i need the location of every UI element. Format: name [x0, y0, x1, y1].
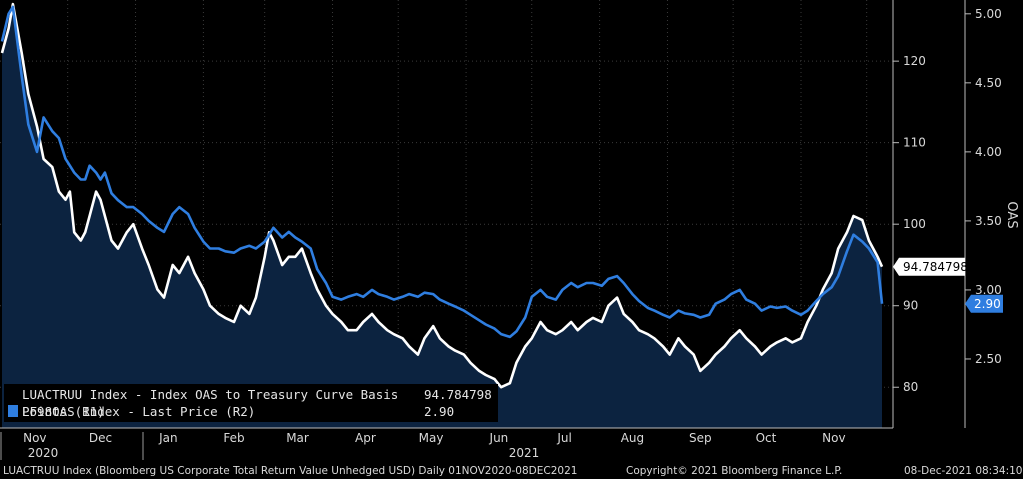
y1-tick-label: 120	[903, 54, 926, 68]
x-tick-label: Mar	[286, 431, 309, 445]
last-value-flag-r2: 2.90	[974, 297, 1001, 311]
y1-tick-label: 80	[903, 380, 918, 394]
series-area-fill	[2, 4, 882, 428]
x-tick-label: Oct	[756, 431, 777, 445]
x-tick-label: Dec	[89, 431, 112, 445]
legend: LUACTRUU Index - Index OAS to Treasury C…	[4, 384, 498, 422]
y2-tick-label: 3.00	[975, 283, 1002, 297]
y1-tick-label: 110	[903, 136, 926, 150]
y2-tick-label: 5.00	[975, 7, 1002, 21]
y2-tick-label: 3.50	[975, 214, 1002, 228]
legend-item-r2: LF98OAS Index - Last Price (R2) 2.90	[8, 403, 454, 420]
x-year-label: 2021	[509, 446, 540, 460]
axes	[0, 0, 971, 460]
last-value-flags: 94.784798 2.90	[893, 257, 1003, 313]
legend-value-r1: 94.784798	[424, 387, 492, 402]
y1-tick-label: 90	[903, 299, 918, 313]
y2-tick-label: 4.00	[975, 145, 1002, 159]
x-tick-label: Nov	[822, 431, 845, 445]
series-line-r2	[0, 5, 884, 339]
x-tick-label: Sep	[689, 431, 712, 445]
x-year-label: 2020	[28, 446, 59, 460]
x-tick-label: Jul	[556, 431, 571, 445]
series-line-r1	[0, 2, 884, 389]
last-value-flag-r2-bg	[965, 294, 1003, 313]
legend-swatch-blue	[8, 405, 18, 417]
series-lines	[0, 2, 884, 389]
y2-axis-title: OAS	[1004, 201, 1019, 228]
x-tick-label: Nov	[23, 431, 46, 445]
x-tick-label: Aug	[621, 431, 644, 445]
last-value-flag-r1: 94.784798	[903, 260, 968, 274]
x-tick-label: May	[419, 431, 444, 445]
axis-labels: Nov Dec Jan Feb Mar Apr May Jun Jul Aug Sep Oct Nov2…	[23, 7, 1019, 460]
footer-source: LUACTRUU Index (Bloomberg US Corporate T…	[3, 465, 578, 477]
x-tick-label: Jun	[489, 431, 509, 445]
legend-label-r2: LF98OAS Index - Last Price (R2)	[22, 404, 256, 419]
legend-item-r1: LUACTRUU Index - Index OAS to Treasury C…	[8, 386, 492, 419]
footer-timestamp: 08-Dec-2021 08:34:10	[904, 465, 1023, 477]
y1-tick-label: 100	[903, 217, 926, 231]
x-tick-label: Apr	[355, 431, 376, 445]
legend-label-r1: LUACTRUU Index - Index OAS to Treasury C…	[22, 387, 399, 419]
x-tick-label: Feb	[223, 431, 244, 445]
legend-value-r2: 2.90	[424, 404, 455, 419]
x-tick-label: Jan	[158, 431, 178, 445]
last-value-flag-r1-bg	[893, 257, 965, 276]
footer-copyright: Copyright© 2021 Bloomberg Finance L.P.	[626, 465, 843, 477]
y2-tick-label: 4.50	[975, 76, 1002, 90]
y2-tick-label: 2.50	[975, 352, 1002, 366]
